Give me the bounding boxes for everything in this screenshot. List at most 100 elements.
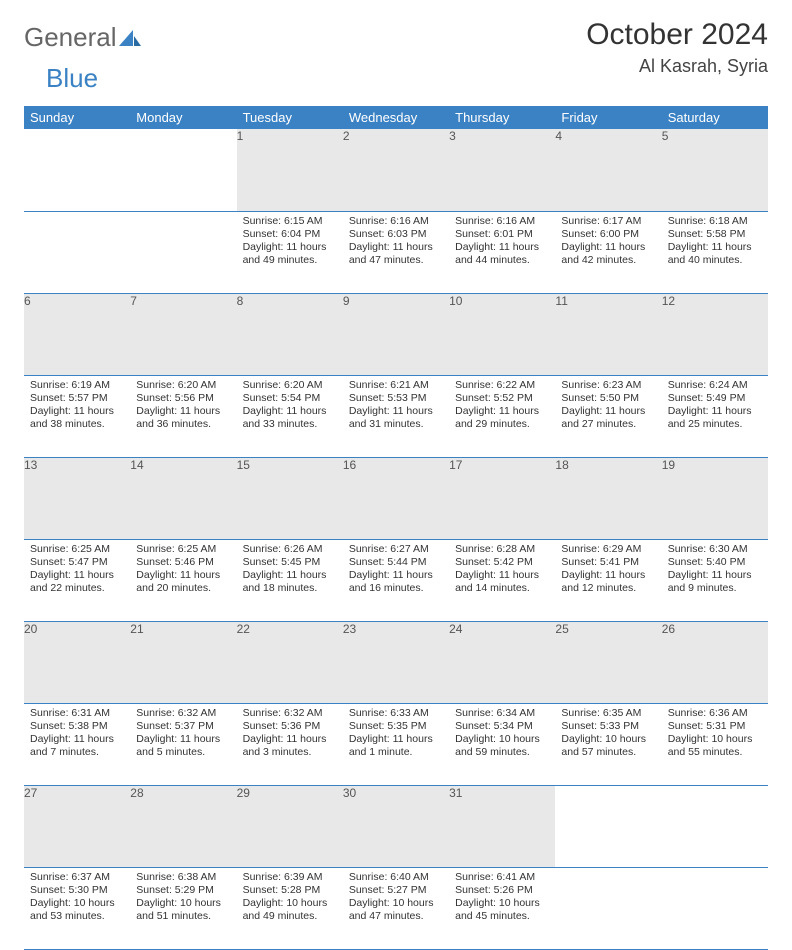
sunset-line: Sunset: 5:35 PM	[349, 720, 443, 733]
day-cell: Sunrise: 6:29 AMSunset: 5:41 PMDaylight:…	[555, 539, 661, 621]
sunset-line: Sunset: 6:03 PM	[349, 228, 443, 241]
weekday-header: Sunday	[24, 106, 130, 129]
sunrise-line: Sunrise: 6:26 AM	[243, 543, 337, 556]
sunrise-line: Sunrise: 6:22 AM	[455, 379, 549, 392]
weekday-header: Friday	[555, 106, 661, 129]
daynum-row: 6789101112	[24, 293, 768, 375]
sunrise-line: Sunrise: 6:40 AM	[349, 871, 443, 884]
sunset-line: Sunset: 5:52 PM	[455, 392, 549, 405]
daylight-line: Daylight: 10 hours and 55 minutes.	[668, 733, 762, 759]
day-cell-body: Sunrise: 6:36 AMSunset: 5:31 PMDaylight:…	[662, 704, 768, 764]
day-cell	[555, 867, 661, 949]
day-number-cell: 4	[555, 129, 661, 211]
day-number-cell: 7	[130, 293, 236, 375]
weekday-header: Tuesday	[237, 106, 343, 129]
sunset-line: Sunset: 5:41 PM	[561, 556, 655, 569]
sunrise-line: Sunrise: 6:19 AM	[30, 379, 124, 392]
sunrise-line: Sunrise: 6:27 AM	[349, 543, 443, 556]
day-cell: Sunrise: 6:21 AMSunset: 5:53 PMDaylight:…	[343, 375, 449, 457]
day-cell: Sunrise: 6:27 AMSunset: 5:44 PMDaylight:…	[343, 539, 449, 621]
sunrise-line: Sunrise: 6:23 AM	[561, 379, 655, 392]
day-cell: Sunrise: 6:38 AMSunset: 5:29 PMDaylight:…	[130, 867, 236, 949]
daylight-line: Daylight: 11 hours and 49 minutes.	[243, 241, 337, 267]
day-cell-body: Sunrise: 6:17 AMSunset: 6:00 PMDaylight:…	[555, 212, 661, 272]
sunrise-line: Sunrise: 6:15 AM	[243, 215, 337, 228]
day-cell-body: Sunrise: 6:38 AMSunset: 5:29 PMDaylight:…	[130, 868, 236, 928]
day-number-cell: 20	[24, 621, 130, 703]
sunset-line: Sunset: 5:29 PM	[136, 884, 230, 897]
day-cell-body: Sunrise: 6:26 AMSunset: 5:45 PMDaylight:…	[237, 540, 343, 600]
day-number-cell	[24, 129, 130, 211]
sunrise-line: Sunrise: 6:17 AM	[561, 215, 655, 228]
daylight-line: Daylight: 11 hours and 40 minutes.	[668, 241, 762, 267]
daylight-line: Daylight: 10 hours and 45 minutes.	[455, 897, 549, 923]
day-cell: Sunrise: 6:39 AMSunset: 5:28 PMDaylight:…	[237, 867, 343, 949]
sunrise-line: Sunrise: 6:33 AM	[349, 707, 443, 720]
day-cell: Sunrise: 6:18 AMSunset: 5:58 PMDaylight:…	[662, 211, 768, 293]
day-number-cell	[130, 129, 236, 211]
daylight-line: Daylight: 11 hours and 18 minutes.	[243, 569, 337, 595]
day-number-cell: 16	[343, 457, 449, 539]
day-cell: Sunrise: 6:22 AMSunset: 5:52 PMDaylight:…	[449, 375, 555, 457]
sunrise-line: Sunrise: 6:41 AM	[455, 871, 549, 884]
sunrise-line: Sunrise: 6:32 AM	[243, 707, 337, 720]
day-cell-body: Sunrise: 6:28 AMSunset: 5:42 PMDaylight:…	[449, 540, 555, 600]
day-cell: Sunrise: 6:15 AMSunset: 6:04 PMDaylight:…	[237, 211, 343, 293]
daylight-line: Daylight: 11 hours and 1 minute.	[349, 733, 443, 759]
daylight-line: Daylight: 10 hours and 57 minutes.	[561, 733, 655, 759]
day-number-cell: 5	[662, 129, 768, 211]
title-block: October 2024 Al Kasrah, Syria	[586, 18, 768, 77]
week-row: Sunrise: 6:37 AMSunset: 5:30 PMDaylight:…	[24, 867, 768, 949]
day-cell-body: Sunrise: 6:30 AMSunset: 5:40 PMDaylight:…	[662, 540, 768, 600]
day-number-cell: 9	[343, 293, 449, 375]
day-cell: Sunrise: 6:40 AMSunset: 5:27 PMDaylight:…	[343, 867, 449, 949]
sunrise-line: Sunrise: 6:25 AM	[30, 543, 124, 556]
day-cell-body: Sunrise: 6:20 AMSunset: 5:56 PMDaylight:…	[130, 376, 236, 436]
sunrise-line: Sunrise: 6:35 AM	[561, 707, 655, 720]
sunset-line: Sunset: 5:31 PM	[668, 720, 762, 733]
day-cell: Sunrise: 6:20 AMSunset: 5:54 PMDaylight:…	[237, 375, 343, 457]
day-cell-body: Sunrise: 6:16 AMSunset: 6:03 PMDaylight:…	[343, 212, 449, 272]
sunrise-line: Sunrise: 6:32 AM	[136, 707, 230, 720]
sunset-line: Sunset: 5:49 PM	[668, 392, 762, 405]
logo: General	[24, 22, 141, 53]
day-number-cell: 13	[24, 457, 130, 539]
daylight-line: Daylight: 10 hours and 49 minutes.	[243, 897, 337, 923]
sunset-line: Sunset: 5:46 PM	[136, 556, 230, 569]
day-number-cell: 29	[237, 785, 343, 867]
logo-text-a: General	[24, 22, 117, 53]
day-cell: Sunrise: 6:16 AMSunset: 6:03 PMDaylight:…	[343, 211, 449, 293]
weekday-header: Saturday	[662, 106, 768, 129]
sunrise-line: Sunrise: 6:25 AM	[136, 543, 230, 556]
daylight-line: Daylight: 11 hours and 38 minutes.	[30, 405, 124, 431]
day-cell-body: Sunrise: 6:22 AMSunset: 5:52 PMDaylight:…	[449, 376, 555, 436]
day-number-cell: 23	[343, 621, 449, 703]
weekday-header-row: Sunday Monday Tuesday Wednesday Thursday…	[24, 106, 768, 129]
day-cell-body: Sunrise: 6:34 AMSunset: 5:34 PMDaylight:…	[449, 704, 555, 764]
day-cell: Sunrise: 6:32 AMSunset: 5:36 PMDaylight:…	[237, 703, 343, 785]
day-cell-body: Sunrise: 6:25 AMSunset: 5:46 PMDaylight:…	[130, 540, 236, 600]
sunrise-line: Sunrise: 6:21 AM	[349, 379, 443, 392]
weekday-header: Monday	[130, 106, 236, 129]
daylight-line: Daylight: 11 hours and 25 minutes.	[668, 405, 762, 431]
day-cell: Sunrise: 6:19 AMSunset: 5:57 PMDaylight:…	[24, 375, 130, 457]
day-cell-body: Sunrise: 6:41 AMSunset: 5:26 PMDaylight:…	[449, 868, 555, 928]
day-cell: Sunrise: 6:25 AMSunset: 5:47 PMDaylight:…	[24, 539, 130, 621]
daylight-line: Daylight: 11 hours and 12 minutes.	[561, 569, 655, 595]
daylight-line: Daylight: 11 hours and 9 minutes.	[668, 569, 762, 595]
day-cell	[24, 211, 130, 293]
weekday-header: Thursday	[449, 106, 555, 129]
sunrise-line: Sunrise: 6:18 AM	[668, 215, 762, 228]
sunset-line: Sunset: 5:57 PM	[30, 392, 124, 405]
day-number-cell: 11	[555, 293, 661, 375]
sunset-line: Sunset: 5:44 PM	[349, 556, 443, 569]
daylight-line: Daylight: 11 hours and 44 minutes.	[455, 241, 549, 267]
page-title: October 2024	[586, 18, 768, 52]
day-cell: Sunrise: 6:30 AMSunset: 5:40 PMDaylight:…	[662, 539, 768, 621]
day-cell-body: Sunrise: 6:37 AMSunset: 5:30 PMDaylight:…	[24, 868, 130, 928]
day-number-cell: 28	[130, 785, 236, 867]
day-cell: Sunrise: 6:41 AMSunset: 5:26 PMDaylight:…	[449, 867, 555, 949]
day-cell-body: Sunrise: 6:27 AMSunset: 5:44 PMDaylight:…	[343, 540, 449, 600]
sunrise-line: Sunrise: 6:16 AM	[455, 215, 549, 228]
sunrise-line: Sunrise: 6:38 AM	[136, 871, 230, 884]
